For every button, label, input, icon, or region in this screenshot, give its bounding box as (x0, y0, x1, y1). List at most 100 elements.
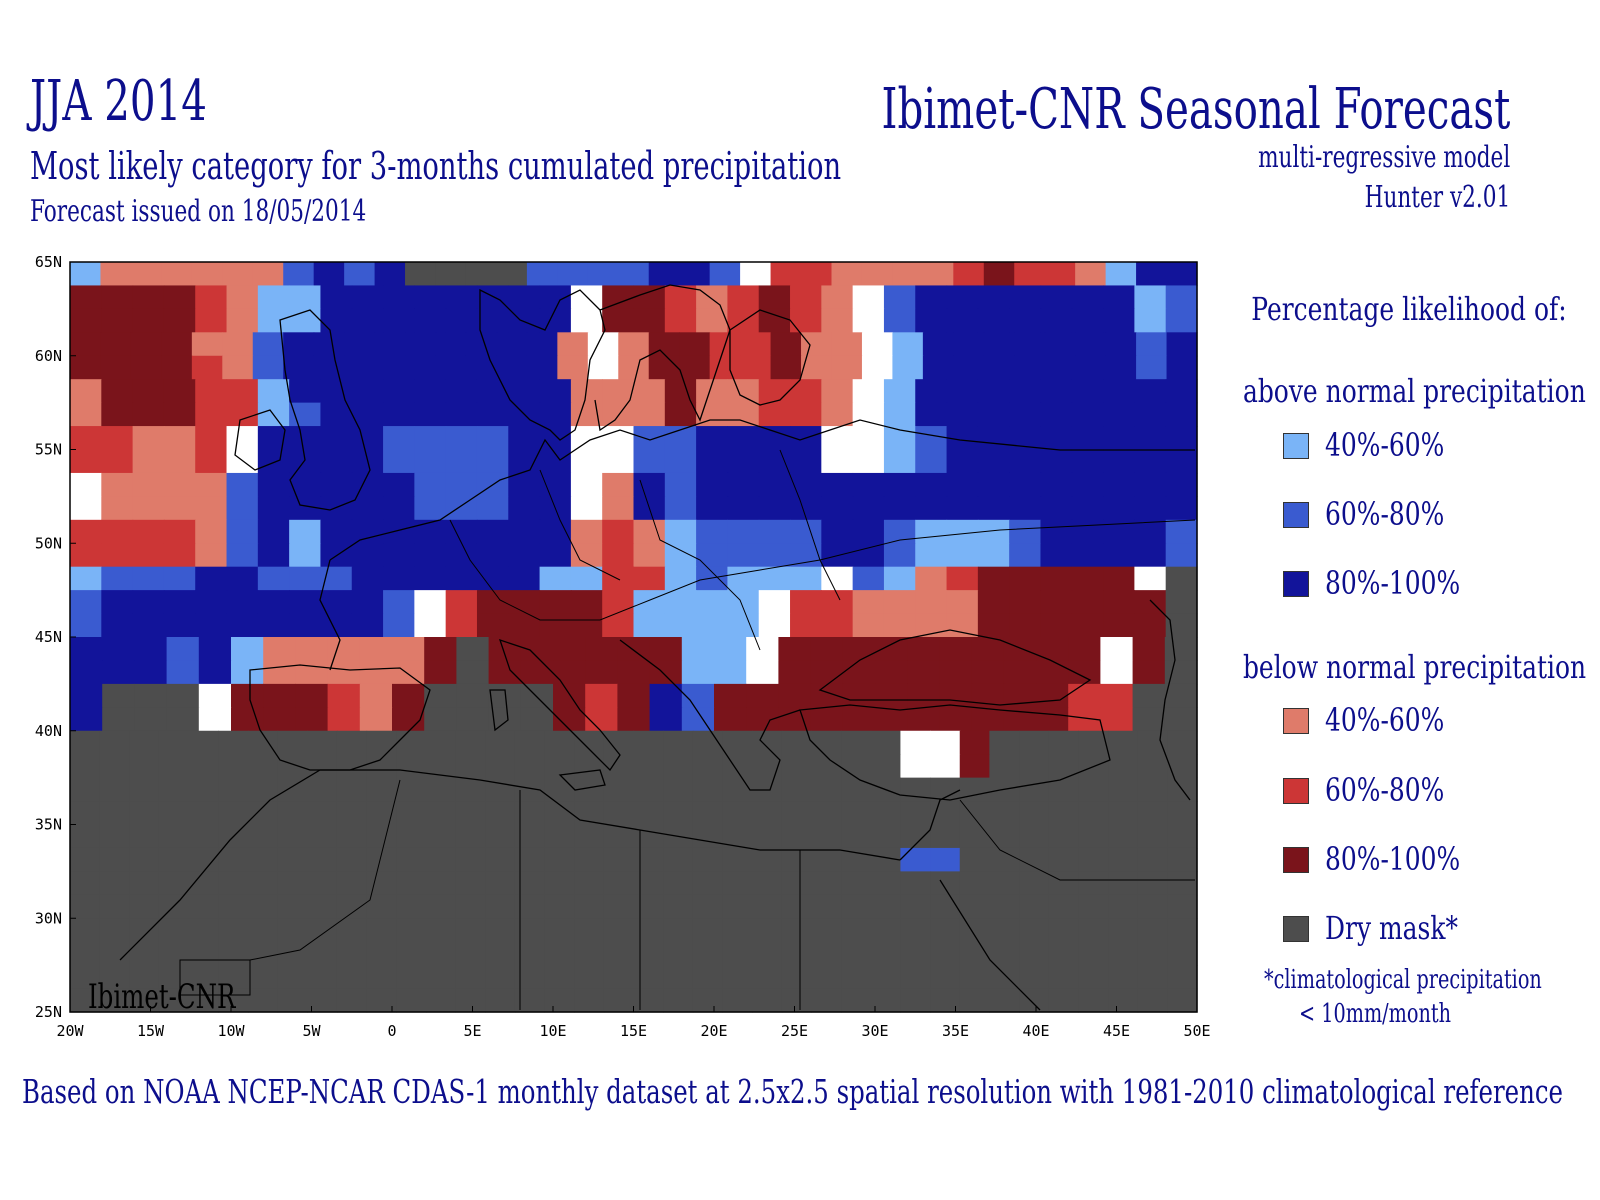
grid-cell (1134, 566, 1167, 591)
grid-cell (989, 824, 1020, 849)
grid-cell (1009, 613, 1042, 638)
grid-cell (977, 590, 1010, 615)
grid-cell (585, 660, 618, 685)
grid-cell (508, 285, 541, 310)
grid-cell (758, 613, 791, 638)
grid-cell (158, 801, 190, 826)
grid-cell (1103, 472, 1135, 497)
grid-cell (821, 613, 854, 638)
grid-cell (263, 683, 296, 708)
grid-cell (257, 285, 290, 310)
season-title: JJA 2014 (30, 69, 207, 134)
grid-cell (959, 988, 990, 1013)
grid-cell (1108, 730, 1139, 755)
grid-cell (252, 355, 284, 380)
grid-cell (603, 988, 635, 1013)
grid-cell (883, 472, 916, 497)
grid-cell (870, 941, 902, 966)
grid-cell (70, 426, 102, 451)
grid-cell (617, 707, 651, 732)
grid-cell (1165, 472, 1198, 497)
grid-cell (842, 637, 876, 662)
grid-cell (277, 918, 308, 943)
grid-cell (277, 847, 308, 872)
grid-cell (158, 894, 190, 919)
grid-cell (425, 941, 457, 966)
grid-cell (359, 707, 393, 732)
grid-cell (544, 871, 575, 896)
grid-cell (1108, 777, 1139, 802)
grid-cell (875, 637, 908, 662)
grid-cell (1105, 355, 1137, 380)
grid-cell (841, 777, 872, 802)
grid-cell (414, 543, 447, 568)
grid-cell (134, 660, 168, 685)
grid-cell (277, 777, 308, 802)
grid-cell (1105, 262, 1137, 287)
grid-cell (1165, 566, 1198, 591)
legend-label-above-2: 60%-80% (1325, 495, 1445, 533)
grid-cell (70, 543, 102, 568)
grid-cell (727, 426, 760, 451)
grid-cell (953, 262, 985, 287)
grid-cell (70, 262, 102, 287)
grid-cell (1036, 683, 1069, 708)
grid-cell (821, 402, 854, 427)
grid-cell (263, 660, 296, 685)
grid-cell (946, 496, 979, 521)
grid-cell (445, 308, 478, 333)
grid-cell (539, 613, 572, 638)
grid-cell (476, 519, 509, 544)
grid-cell (602, 285, 635, 310)
grid-cell (1078, 801, 1109, 826)
grid-cell (663, 801, 694, 826)
grid-cell (633, 566, 666, 591)
grid-cell (405, 355, 437, 380)
grid-cell (746, 683, 779, 708)
grid-cell (900, 871, 931, 896)
grid-cell (514, 824, 546, 849)
grid-cell (989, 988, 1020, 1013)
grid-cell (553, 660, 586, 685)
grid-cell (163, 285, 196, 310)
grid-cell (508, 590, 541, 615)
grid-cell (1134, 308, 1167, 333)
grid-cell (811, 894, 842, 919)
grid-cell (289, 379, 322, 404)
grid-cell (752, 941, 783, 966)
legend-swatch-above-1 (1283, 433, 1309, 459)
grid-cell (1009, 496, 1042, 521)
grid-cell (1100, 683, 1134, 708)
grid-cell (99, 871, 130, 896)
grid-cell (1071, 613, 1104, 638)
grid-cell (70, 496, 102, 521)
grid-cell (946, 472, 979, 497)
grid-cell (1165, 543, 1198, 568)
grid-cell (247, 941, 279, 966)
grid-cell (1134, 590, 1167, 615)
grid-cell (485, 965, 516, 990)
grid-cell (790, 308, 822, 333)
grid-cell (1167, 847, 1198, 872)
grid-cell (900, 965, 931, 990)
grid-cell (351, 379, 384, 404)
grid-cell (366, 871, 397, 896)
grid-cell (977, 308, 1010, 333)
legend-swatch-below-3 (1283, 847, 1309, 873)
grid-cell (696, 472, 729, 497)
grid-cell (336, 918, 368, 943)
grid-cell (915, 308, 948, 333)
grid-cell (1134, 496, 1167, 521)
grid-cell (1165, 519, 1198, 544)
grid-cell (514, 965, 546, 990)
grid-cell (1071, 519, 1104, 544)
grid-cell (602, 308, 635, 333)
grid-cell (257, 566, 290, 591)
grid-cell (351, 613, 384, 638)
dry-note-line1: *climatological precipitation (1264, 965, 1542, 995)
grid-cell (1137, 871, 1168, 896)
grid-cell (392, 660, 425, 685)
grid-cell (989, 871, 1020, 896)
lon-tick-label: 35E (942, 1022, 969, 1040)
